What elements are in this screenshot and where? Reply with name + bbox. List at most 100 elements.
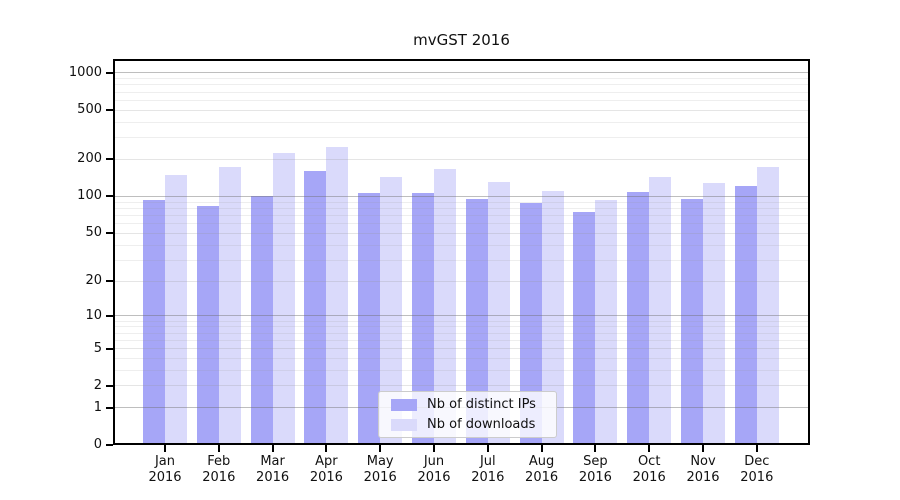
minor-gridline-30 (113, 259, 810, 261)
bar-apr-downloads (326, 146, 349, 445)
minor-gridline-9 (113, 320, 810, 322)
y-tick-50 (106, 232, 113, 235)
chart-title: mvGST 2016 (413, 31, 510, 49)
plot-area: Nb of distinct IPs Nb of downloads (113, 59, 810, 445)
gridline-200 (113, 158, 810, 160)
gridline-20 (113, 280, 810, 282)
x-tick-sep (594, 445, 597, 452)
y-tick-label-500: 500 (77, 102, 102, 118)
x-tick-label-jan: Jan 2016 (137, 454, 193, 486)
y-tick-0 (106, 444, 113, 446)
x-tick-oct (648, 445, 651, 452)
x-tick-year-aug: 2016 (525, 470, 559, 485)
bar-sep-downloads (595, 199, 618, 445)
minor-gridline-4 (113, 357, 810, 359)
y-tick-2 (106, 384, 113, 387)
y-tick-1000 (106, 71, 113, 74)
x-tick-year-dec: 2016 (740, 470, 774, 485)
minor-gridline-900 (113, 78, 810, 80)
y-tick-1 (106, 406, 113, 409)
bar-jun-ips (412, 192, 434, 445)
y-tick-label-200: 200 (77, 151, 102, 167)
x-tick-year-apr: 2016 (309, 470, 343, 485)
y-tick-5 (106, 347, 113, 350)
bar-jan-downloads (165, 174, 187, 445)
x-tick-month-apr: Apr (315, 454, 338, 469)
x-tick-label-aug: Aug 2016 (514, 454, 570, 486)
legend-row-ips: Nb of distinct IPs (391, 397, 556, 413)
x-tick-mar (271, 445, 274, 452)
x-tick-jan (164, 445, 166, 452)
bar-aug-downloads (541, 190, 564, 445)
x-tick-month-feb: Feb (207, 454, 231, 469)
x-tick-label-mar: Mar 2016 (245, 454, 301, 486)
y-tick-label-5: 5 (93, 340, 102, 356)
legend: Nb of distinct IPs Nb of downloads (378, 391, 557, 438)
minor-gridline-3 (113, 369, 810, 371)
bar-jul-downloads (487, 182, 510, 445)
bar-feb-ips (196, 206, 219, 445)
x-tick-label-apr: Apr 2016 (298, 454, 354, 486)
minor-gridline-80 (113, 207, 810, 209)
legend-label-ips: Nb of distinct IPs (427, 397, 536, 412)
gridline-2 (113, 385, 810, 387)
x-tick-label-nov: Nov 2016 (675, 454, 731, 486)
x-tick-jul (486, 445, 489, 452)
bar-apr-ips (304, 171, 327, 445)
bar-jan-ips (143, 199, 165, 445)
x-tick-month-may: May (366, 454, 394, 469)
y-tick-label-2: 2 (93, 377, 102, 393)
minor-gridline-800 (113, 84, 810, 86)
y-tick-500 (106, 109, 113, 112)
y-tick-10 (106, 314, 113, 317)
minor-gridline-400 (113, 121, 810, 123)
gridline-1000 (113, 72, 810, 74)
y-tick-20 (106, 280, 113, 283)
bar-jul-ips (465, 199, 488, 445)
x-tick-year-jun: 2016 (417, 470, 451, 485)
y-tick-label-50: 50 (85, 225, 102, 241)
minor-gridline-90 (113, 201, 810, 203)
x-tick-label-sep: Sep 2016 (567, 454, 623, 486)
minor-gridline-7 (113, 332, 810, 334)
bar-sep-ips (573, 211, 596, 445)
x-tick-month-oct: Oct (637, 454, 661, 469)
x-tick-month-dec: Dec (744, 454, 770, 469)
y-tick-label-20: 20 (85, 273, 102, 289)
x-tick-month-nov: Nov (690, 454, 716, 469)
legend-swatch-downloads (391, 418, 417, 431)
y-tick-label-1: 1 (93, 399, 102, 415)
x-tick-year-sep: 2016 (578, 470, 612, 485)
bar-feb-downloads (218, 166, 241, 445)
gridline-100 (113, 195, 810, 197)
minor-gridline-6 (113, 339, 810, 341)
x-tick-label-jul: Jul 2016 (460, 454, 516, 486)
y-tick-label-0: 0 (93, 437, 102, 452)
x-tick-may (379, 445, 382, 452)
x-tick-label-feb: Feb 2016 (191, 454, 247, 486)
bar-aug-ips (519, 202, 542, 445)
x-tick-apr (325, 445, 328, 452)
y-tick-100 (106, 195, 113, 198)
x-tick-dec (755, 445, 758, 452)
x-tick-aug (540, 445, 543, 452)
minor-gridline-600 (113, 99, 810, 101)
bar-dec-downloads (756, 166, 779, 445)
y-tick-label-1000: 1000 (68, 64, 102, 80)
bar-nov-ips (681, 199, 703, 445)
bar-dec-ips (734, 185, 757, 445)
bar-nov-downloads (703, 183, 725, 445)
gridline-500 (113, 109, 810, 111)
minor-gridline-8 (113, 326, 810, 328)
x-tick-label-dec: Dec 2016 (729, 454, 785, 486)
x-tick-month-sep: Sep (583, 454, 608, 469)
bar-oct-downloads (649, 177, 672, 445)
x-tick-label-oct: Oct 2016 (621, 454, 677, 486)
y-tick-label-100: 100 (77, 188, 102, 204)
x-tick-month-aug: Aug (528, 454, 555, 469)
x-tick-jun (433, 445, 435, 452)
x-tick-feb (217, 445, 220, 452)
legend-row-downloads: Nb of downloads (391, 417, 556, 433)
gridline-10 (113, 315, 810, 317)
